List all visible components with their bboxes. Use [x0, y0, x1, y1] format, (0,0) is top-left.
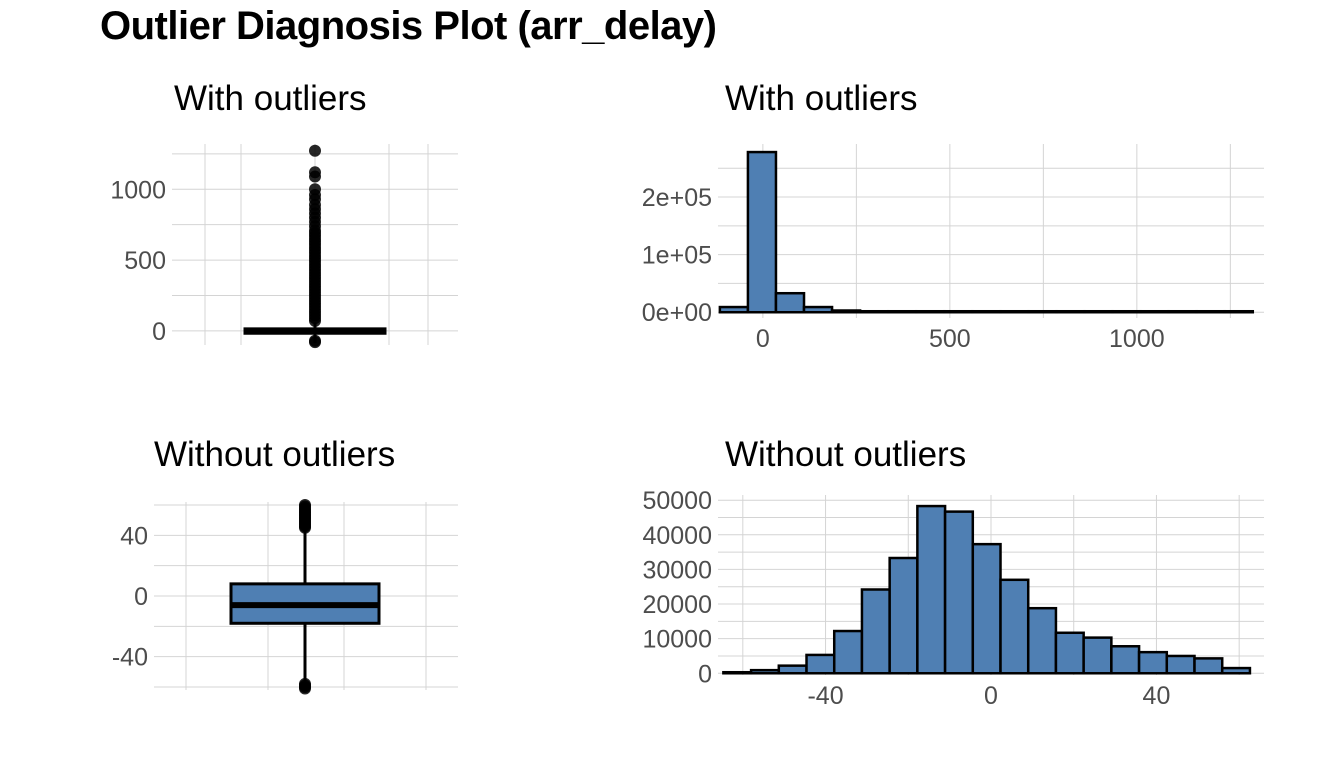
y-tick-label: 0: [698, 660, 712, 688]
histogram-bar: [886, 309, 918, 314]
y-tick-label: 10000: [642, 626, 712, 654]
histogram-bar: [777, 664, 808, 675]
histogram-bar: [718, 305, 750, 314]
histogram-bar: [746, 150, 778, 314]
y-tick-label: 40000: [642, 522, 712, 550]
histogram-bar: [1167, 309, 1198, 314]
panel-bottom-right: Without outliers 0 10000 20000 30000 40000 500…: [642, 435, 1264, 710]
y-tick-label: 2e+05: [642, 184, 712, 212]
x-tick-label: 0: [984, 682, 998, 710]
histogram-bar: [1054, 631, 1085, 675]
panel-title: With outliers: [725, 79, 918, 118]
histogram-bar: [774, 291, 806, 314]
histogram-bar: [1220, 666, 1252, 675]
y-tick-label: 0e+00: [642, 299, 712, 327]
histogram-bar: [1111, 309, 1142, 314]
histogram-bar: [1083, 309, 1114, 314]
histogram-bar: [1027, 309, 1058, 314]
outlier-point: [299, 677, 311, 690]
histogram-bar: [999, 578, 1030, 675]
histogram-bar: [1139, 309, 1170, 314]
outlier-point: [309, 166, 321, 179]
histogram-bar: [971, 542, 1002, 675]
y-tick-label: 50000: [642, 487, 712, 515]
y-tick-label: 0: [152, 318, 166, 346]
page-title: Outlier Diagnosis Plot (arr_delay): [100, 4, 717, 48]
histogram-bar: [1110, 645, 1141, 675]
histogram-bar: [1082, 636, 1113, 675]
y-tick-label: 40: [120, 522, 148, 550]
panel-top-right: With outliers 0e+00 1e+05 2e+05 0 500 1000: [642, 79, 1264, 353]
histogram-bar: [722, 670, 753, 675]
histogram-bar: [1193, 657, 1224, 675]
outlier-point: [309, 144, 321, 157]
histogram-bar: [830, 309, 862, 314]
y-tick-label: -40: [112, 644, 148, 672]
histogram-bar: [888, 556, 919, 675]
histogram-bar: [914, 309, 946, 314]
histogram-bar: [971, 309, 1002, 314]
histogram-bar: [999, 309, 1030, 314]
outlier-point: [299, 499, 311, 512]
histogram-bar: [1055, 309, 1086, 314]
y-tick-label: 30000: [642, 556, 712, 584]
histogram-bar: [1137, 650, 1169, 675]
histogram-bar: [1026, 606, 1058, 675]
outlier-point: [309, 183, 321, 196]
histogram-bar: [805, 653, 836, 675]
histogram-bar: [1195, 309, 1226, 314]
outlier-point: [309, 334, 321, 347]
y-tick-label: 20000: [642, 591, 712, 619]
histogram-bar: [860, 588, 891, 675]
histogram-bar: [1223, 309, 1255, 314]
x-tick-label: 500: [929, 325, 971, 353]
histogram-bar: [943, 510, 975, 675]
x-tick-label: 0: [756, 325, 770, 353]
y-tick-label: 1000: [110, 176, 166, 204]
y-tick-label: 1e+05: [642, 242, 712, 270]
panel-title: Without outliers: [725, 435, 966, 474]
x-tick-label: -40: [807, 682, 843, 710]
y-tick-label: 0: [134, 583, 148, 611]
x-tick-label: 40: [1143, 682, 1171, 710]
histogram-bar: [943, 309, 974, 314]
panel-title: Without outliers: [154, 435, 395, 474]
panel-title: With outliers: [174, 79, 367, 118]
x-tick-label: 1000: [1109, 325, 1165, 353]
panel-bottom-left: Without outliers -40 0 40: [112, 435, 458, 695]
histogram-bar: [916, 504, 947, 675]
panel-top-left: With outliers 0 500 1000: [110, 79, 458, 349]
histogram-bar: [802, 305, 834, 314]
y-tick-label: 500: [124, 247, 166, 275]
histogram-bar: [858, 309, 890, 314]
histogram-bar: [749, 668, 781, 675]
histogram-bar: [1165, 654, 1196, 675]
histogram-bar: [832, 629, 864, 675]
